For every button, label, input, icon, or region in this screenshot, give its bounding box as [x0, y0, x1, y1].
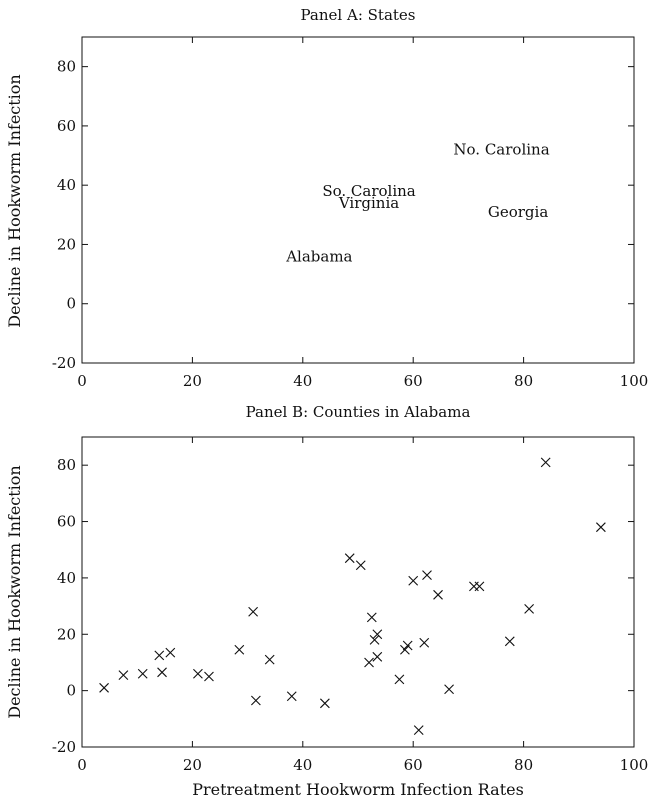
- county-point: [400, 644, 410, 655]
- panel-b-x-tick-label: 80: [514, 756, 533, 774]
- panel-b-y-axis-label: Decline in Hookworm Infection: [5, 465, 24, 718]
- county-point: [413, 725, 424, 735]
- panel-a-x-tick-label: 40: [293, 372, 312, 390]
- state-label: No. Carolina: [453, 141, 549, 159]
- county-point: [319, 698, 330, 709]
- county-point: [355, 560, 366, 571]
- panel-b-x-tick-label: 100: [620, 756, 649, 774]
- panel-a: Panel A: States Decline in Hookworm Infe…: [5, 6, 648, 390]
- county-point: [394, 674, 405, 685]
- panel-a-y-tick-label: 0: [66, 295, 76, 313]
- state-label: Virginia: [338, 194, 399, 212]
- county-point: [524, 604, 535, 614]
- panel-a-y-tick-label: 20: [57, 235, 76, 253]
- county-point: [422, 570, 432, 580]
- county-point: [540, 457, 551, 468]
- panel-b-y-tick-label: 80: [57, 456, 76, 474]
- county-point: [137, 668, 148, 679]
- panel-b-x-axis-label: Pretreatment Hookworm Infection Rates: [192, 780, 524, 799]
- county-point: [118, 670, 129, 681]
- panel-a-x-tick-label: 60: [404, 372, 423, 390]
- panel-a-y-tick-label: 40: [57, 176, 76, 194]
- panel-b-plot-frame: [81, 436, 635, 748]
- panel-b-y-tick-label: -20: [52, 738, 76, 756]
- county-point: [366, 612, 377, 623]
- county-point: [165, 647, 176, 658]
- panel-b-x-tick-label: 0: [77, 756, 87, 774]
- county-point: [250, 695, 261, 706]
- county-point: [595, 522, 606, 533]
- panel-a-x-tick-label: 20: [183, 372, 202, 390]
- county-point: [193, 668, 203, 679]
- panel-a-y-axis-label: Decline in Hookworm Infection: [5, 74, 24, 327]
- panel-a-y-tick-label: 60: [57, 117, 76, 135]
- panel-b-x-tick-label: 40: [293, 756, 312, 774]
- county-point: [372, 651, 383, 662]
- panel-a-title: Panel A: States: [301, 6, 416, 24]
- panel-a-x-tick-label: 100: [620, 372, 649, 390]
- state-label: Georgia: [488, 203, 548, 221]
- panel-b-x-tick-label: 60: [404, 756, 423, 774]
- county-point: [344, 553, 355, 564]
- county-point: [419, 637, 430, 648]
- panel-a-y-tick-label: -20: [52, 354, 76, 372]
- panel-a-x-tick-label: 80: [514, 372, 533, 390]
- county-point: [286, 691, 297, 702]
- county-point: [234, 644, 245, 655]
- county-point: [504, 636, 515, 647]
- county-point: [444, 684, 454, 695]
- state-label: So. Carolina: [322, 182, 415, 200]
- state-label: Alabama: [285, 247, 352, 265]
- county-point: [433, 589, 443, 600]
- county-point: [474, 581, 485, 592]
- county-point: [369, 635, 380, 645]
- panel-b-y-tick-label: 0: [66, 682, 76, 700]
- panel-a-y-tick-label: 80: [57, 58, 76, 76]
- county-point: [99, 682, 109, 693]
- county-point: [264, 654, 275, 665]
- county-point: [364, 657, 374, 668]
- county-point: [248, 606, 259, 617]
- county-point: [408, 575, 419, 586]
- county-point: [157, 667, 167, 678]
- panel-a-plot-frame: [81, 36, 635, 364]
- panel-b: Panel B: Counties in Alabama Decline in …: [5, 403, 648, 799]
- county-point: [372, 629, 383, 640]
- panel-b-y-tick-label: 60: [57, 513, 76, 531]
- county-point: [204, 671, 214, 682]
- panel-b-title: Panel B: Counties in Alabama: [246, 403, 471, 421]
- panel-b-x-tick-label: 20: [183, 756, 202, 774]
- county-point: [402, 640, 413, 651]
- panel-a-x-tick-label: 0: [77, 372, 87, 390]
- panel-b-y-tick-label: 20: [57, 625, 76, 643]
- county-point: [469, 581, 479, 592]
- panel-b-y-tick-label: 40: [57, 569, 76, 587]
- county-point: [154, 650, 165, 661]
